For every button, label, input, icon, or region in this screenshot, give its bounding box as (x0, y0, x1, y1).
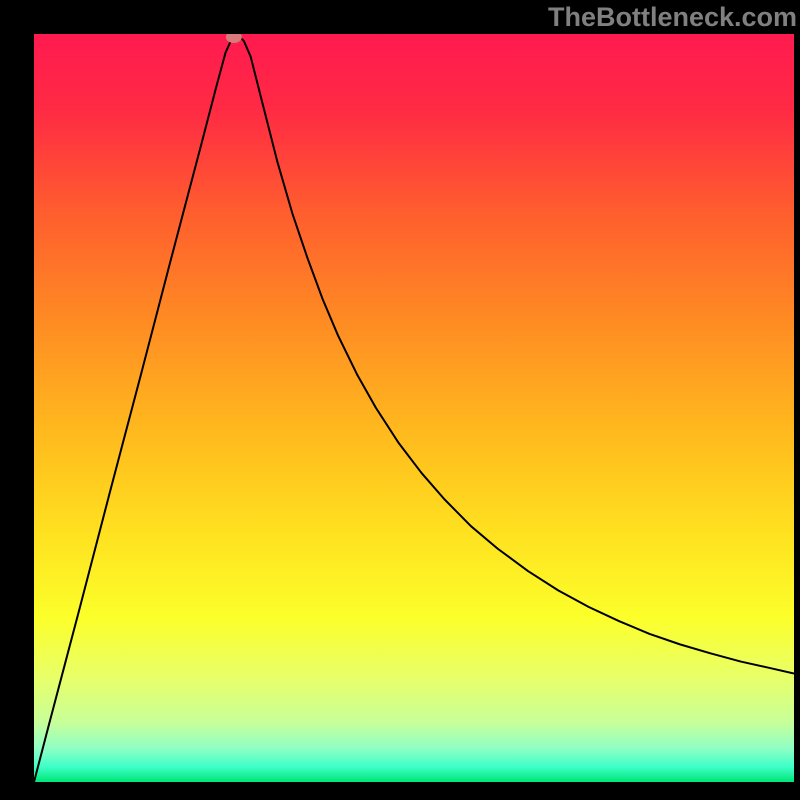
gradient-background (34, 34, 794, 782)
chart-frame (0, 0, 800, 800)
watermark-text: TheBottleneck.com (548, 2, 797, 33)
bottleneck-curve-plot (34, 34, 794, 782)
